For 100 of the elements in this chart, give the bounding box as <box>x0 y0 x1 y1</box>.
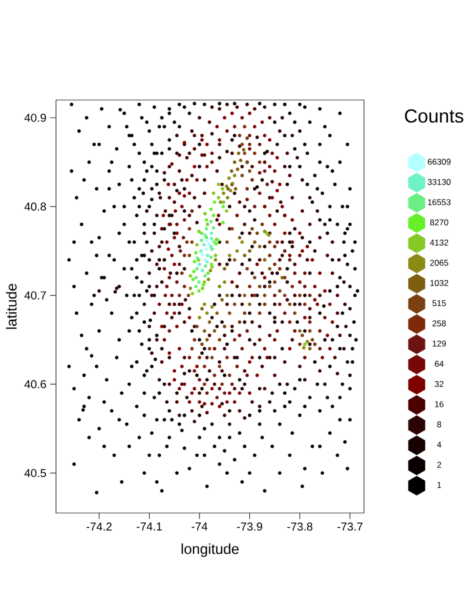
point <box>228 311 232 316</box>
legend-label: 2 <box>437 462 442 468</box>
point <box>205 391 209 395</box>
point <box>197 280 201 284</box>
point <box>198 378 202 382</box>
point <box>221 204 225 208</box>
point <box>250 178 254 182</box>
point <box>268 240 272 244</box>
point <box>278 302 282 306</box>
y-tick-label: 40.8 <box>24 202 46 211</box>
point <box>238 320 242 324</box>
point <box>178 249 182 253</box>
point <box>263 302 266 306</box>
point <box>300 333 304 338</box>
point <box>195 178 199 182</box>
point <box>302 346 306 350</box>
y-tick-label: 40.9 <box>24 114 46 122</box>
point <box>172 236 176 240</box>
point <box>195 324 199 328</box>
point <box>260 222 264 226</box>
point <box>236 151 240 156</box>
point <box>222 324 226 328</box>
point <box>178 262 182 266</box>
point <box>180 271 184 276</box>
y-tick-label: 40.5 <box>24 468 46 478</box>
point <box>204 226 208 231</box>
point <box>242 254 246 258</box>
point <box>200 238 204 242</box>
point <box>240 174 244 178</box>
point <box>212 373 216 378</box>
point <box>188 356 192 360</box>
point <box>218 200 222 204</box>
point <box>290 240 294 244</box>
point <box>323 316 327 320</box>
legend-label: 32 <box>434 380 444 387</box>
point <box>168 329 172 333</box>
point <box>258 142 262 146</box>
point <box>225 356 229 360</box>
point <box>245 186 249 191</box>
x-tick-label: -74.2 <box>86 522 112 531</box>
point <box>253 204 256 208</box>
point <box>263 293 266 298</box>
point <box>220 382 224 386</box>
point <box>203 233 207 237</box>
point <box>182 218 186 222</box>
point <box>276 240 279 244</box>
point <box>258 338 262 342</box>
point <box>210 262 214 266</box>
point <box>192 368 196 373</box>
point <box>228 254 232 258</box>
point <box>303 271 306 276</box>
point <box>258 160 262 164</box>
point <box>232 338 236 342</box>
point <box>197 289 201 293</box>
point <box>270 151 274 156</box>
point <box>235 364 239 368</box>
point <box>253 151 256 156</box>
point <box>236 167 240 172</box>
point <box>222 391 226 395</box>
point <box>204 247 208 252</box>
point <box>194 276 198 280</box>
legend-label: 4 <box>436 442 442 448</box>
point <box>230 382 234 386</box>
point <box>293 271 296 276</box>
point <box>215 311 219 316</box>
point <box>240 142 244 146</box>
point <box>293 329 296 333</box>
point <box>316 302 319 306</box>
point <box>200 268 204 272</box>
legend-label: 4132 <box>430 240 448 246</box>
point <box>212 329 216 333</box>
point <box>326 333 330 338</box>
point <box>268 214 272 218</box>
point <box>290 284 294 288</box>
legend-label: 1032 <box>430 280 448 286</box>
point <box>258 284 262 288</box>
point <box>303 302 306 306</box>
point <box>172 311 176 316</box>
point <box>200 252 204 256</box>
point <box>225 400 229 404</box>
point <box>194 250 198 255</box>
point <box>221 220 225 224</box>
point <box>230 226 234 231</box>
y-axis-title: latitude <box>6 284 17 329</box>
point <box>270 196 274 200</box>
x-tick-label: -73.7 <box>337 522 362 531</box>
point <box>248 249 252 253</box>
point <box>218 364 222 368</box>
point <box>288 320 292 324</box>
point <box>199 249 203 253</box>
point <box>212 226 216 230</box>
point <box>248 302 252 306</box>
point <box>308 346 312 351</box>
x-tick-label: -73.9 <box>237 522 262 531</box>
point <box>263 258 266 262</box>
point <box>248 169 252 173</box>
point <box>266 182 269 186</box>
point <box>238 236 242 240</box>
point <box>268 266 272 271</box>
point <box>182 236 186 240</box>
